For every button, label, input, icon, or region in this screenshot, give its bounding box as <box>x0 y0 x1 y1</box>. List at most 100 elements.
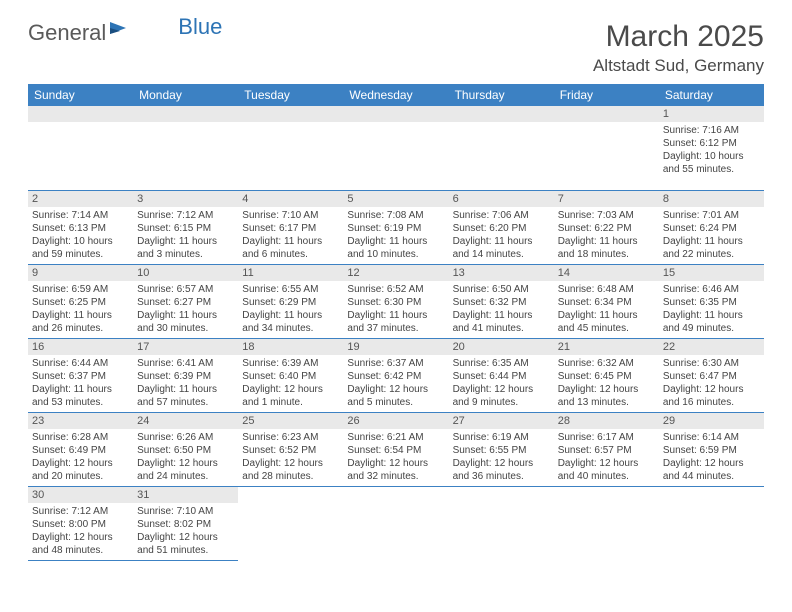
day-content: Sunrise: 6:44 AMSunset: 6:37 PMDaylight:… <box>28 355 133 411</box>
calendar-cell <box>238 486 343 560</box>
calendar-cell: 1Sunrise: 7:16 AMSunset: 6:12 PMDaylight… <box>659 106 764 190</box>
calendar-cell <box>238 106 343 190</box>
day-number: 12 <box>343 265 448 281</box>
day-content: Sunrise: 7:10 AMSunset: 6:17 PMDaylight:… <box>238 207 343 263</box>
calendar-week: 16Sunrise: 6:44 AMSunset: 6:37 PMDayligh… <box>28 338 764 412</box>
daylight-text: Daylight: 11 hours and 34 minutes. <box>242 309 339 335</box>
calendar-cell: 3Sunrise: 7:12 AMSunset: 6:15 PMDaylight… <box>133 190 238 264</box>
sunrise-text: Sunrise: 7:03 AM <box>558 209 655 222</box>
day-content: Sunrise: 6:35 AMSunset: 6:44 PMDaylight:… <box>449 355 554 411</box>
day-header: Thursday <box>449 84 554 106</box>
day-number: 18 <box>238 339 343 355</box>
sunset-text: Sunset: 6:17 PM <box>242 222 339 235</box>
daylight-text: Daylight: 11 hours and 49 minutes. <box>663 309 760 335</box>
title-block: March 2025 Altstadt Sud, Germany <box>593 20 764 76</box>
logo-flag-icon <box>110 20 132 43</box>
day-content: Sunrise: 6:59 AMSunset: 6:25 PMDaylight:… <box>28 281 133 337</box>
sunset-text: Sunset: 6:35 PM <box>663 296 760 309</box>
calendar-cell: 22Sunrise: 6:30 AMSunset: 6:47 PMDayligh… <box>659 338 764 412</box>
day-number: 17 <box>133 339 238 355</box>
calendar-cell: 14Sunrise: 6:48 AMSunset: 6:34 PMDayligh… <box>554 264 659 338</box>
sunset-text: Sunset: 6:54 PM <box>347 444 444 457</box>
month-title: March 2025 <box>593 20 764 54</box>
daylight-text: Daylight: 12 hours and 13 minutes. <box>558 383 655 409</box>
day-header: Saturday <box>659 84 764 106</box>
daylight-text: Daylight: 12 hours and 20 minutes. <box>32 457 129 483</box>
sunrise-text: Sunrise: 7:14 AM <box>32 209 129 222</box>
daylight-text: Daylight: 11 hours and 14 minutes. <box>453 235 550 261</box>
calendar-cell: 13Sunrise: 6:50 AMSunset: 6:32 PMDayligh… <box>449 264 554 338</box>
sunrise-text: Sunrise: 6:35 AM <box>453 357 550 370</box>
sunrise-text: Sunrise: 6:48 AM <box>558 283 655 296</box>
day-number: 6 <box>449 191 554 207</box>
sunrise-text: Sunrise: 6:30 AM <box>663 357 760 370</box>
calendar-cell: 11Sunrise: 6:55 AMSunset: 6:29 PMDayligh… <box>238 264 343 338</box>
sunrise-text: Sunrise: 6:41 AM <box>137 357 234 370</box>
calendar-cell <box>343 106 448 190</box>
day-number: 8 <box>659 191 764 207</box>
daylight-text: Daylight: 12 hours and 28 minutes. <box>242 457 339 483</box>
calendar-cell: 2Sunrise: 7:14 AMSunset: 6:13 PMDaylight… <box>28 190 133 264</box>
sunrise-text: Sunrise: 6:57 AM <box>137 283 234 296</box>
sunset-text: Sunset: 6:32 PM <box>453 296 550 309</box>
day-content: Sunrise: 6:17 AMSunset: 6:57 PMDaylight:… <box>554 429 659 485</box>
day-number: 1 <box>659 106 764 122</box>
calendar-cell <box>554 106 659 190</box>
calendar-week: 1Sunrise: 7:16 AMSunset: 6:12 PMDaylight… <box>28 106 764 190</box>
calendar-cell: 31Sunrise: 7:10 AMSunset: 8:02 PMDayligh… <box>133 486 238 560</box>
sunrise-text: Sunrise: 7:10 AM <box>137 505 234 518</box>
sunrise-text: Sunrise: 7:16 AM <box>663 124 760 137</box>
sunrise-text: Sunrise: 6:50 AM <box>453 283 550 296</box>
day-content: Sunrise: 6:14 AMSunset: 6:59 PMDaylight:… <box>659 429 764 485</box>
day-content: Sunrise: 6:46 AMSunset: 6:35 PMDaylight:… <box>659 281 764 337</box>
sunset-text: Sunset: 6:34 PM <box>558 296 655 309</box>
sunrise-text: Sunrise: 6:19 AM <box>453 431 550 444</box>
sunrise-text: Sunrise: 7:10 AM <box>242 209 339 222</box>
calendar-cell: 21Sunrise: 6:32 AMSunset: 6:45 PMDayligh… <box>554 338 659 412</box>
day-number: 27 <box>449 413 554 429</box>
daylight-text: Daylight: 12 hours and 9 minutes. <box>453 383 550 409</box>
calendar-cell <box>28 106 133 190</box>
calendar-cell: 5Sunrise: 7:08 AMSunset: 6:19 PMDaylight… <box>343 190 448 264</box>
sunset-text: Sunset: 6:44 PM <box>453 370 550 383</box>
daylight-text: Daylight: 11 hours and 30 minutes. <box>137 309 234 335</box>
sunset-text: Sunset: 8:00 PM <box>32 518 129 531</box>
calendar-cell: 7Sunrise: 7:03 AMSunset: 6:22 PMDaylight… <box>554 190 659 264</box>
calendar-cell <box>449 486 554 560</box>
daylight-text: Daylight: 12 hours and 1 minute. <box>242 383 339 409</box>
sunset-text: Sunset: 6:20 PM <box>453 222 550 235</box>
sunrise-text: Sunrise: 6:32 AM <box>558 357 655 370</box>
calendar-cell: 19Sunrise: 6:37 AMSunset: 6:42 PMDayligh… <box>343 338 448 412</box>
calendar-cell: 28Sunrise: 6:17 AMSunset: 6:57 PMDayligh… <box>554 412 659 486</box>
day-number: 9 <box>28 265 133 281</box>
calendar-cell: 26Sunrise: 6:21 AMSunset: 6:54 PMDayligh… <box>343 412 448 486</box>
calendar-cell: 18Sunrise: 6:39 AMSunset: 6:40 PMDayligh… <box>238 338 343 412</box>
day-content: Sunrise: 6:55 AMSunset: 6:29 PMDaylight:… <box>238 281 343 337</box>
daylight-text: Daylight: 10 hours and 59 minutes. <box>32 235 129 261</box>
calendar-cell <box>554 486 659 560</box>
day-content: Sunrise: 7:14 AMSunset: 6:13 PMDaylight:… <box>28 207 133 263</box>
sunrise-text: Sunrise: 6:52 AM <box>347 283 444 296</box>
calendar-cell: 16Sunrise: 6:44 AMSunset: 6:37 PMDayligh… <box>28 338 133 412</box>
day-number: 5 <box>343 191 448 207</box>
logo: General Blue <box>28 20 222 46</box>
sunset-text: Sunset: 6:42 PM <box>347 370 444 383</box>
day-number: 14 <box>554 265 659 281</box>
day-content: Sunrise: 6:39 AMSunset: 6:40 PMDaylight:… <box>238 355 343 411</box>
daylight-text: Daylight: 11 hours and 6 minutes. <box>242 235 339 261</box>
day-number: 22 <box>659 339 764 355</box>
calendar-cell: 20Sunrise: 6:35 AMSunset: 6:44 PMDayligh… <box>449 338 554 412</box>
sunrise-text: Sunrise: 6:44 AM <box>32 357 129 370</box>
day-number: 28 <box>554 413 659 429</box>
day-header: Tuesday <box>238 84 343 106</box>
calendar-week: 9Sunrise: 6:59 AMSunset: 6:25 PMDaylight… <box>28 264 764 338</box>
sunset-text: Sunset: 6:52 PM <box>242 444 339 457</box>
daylight-text: Daylight: 11 hours and 37 minutes. <box>347 309 444 335</box>
calendar-week: 23Sunrise: 6:28 AMSunset: 6:49 PMDayligh… <box>28 412 764 486</box>
day-number: 29 <box>659 413 764 429</box>
day-content: Sunrise: 7:06 AMSunset: 6:20 PMDaylight:… <box>449 207 554 263</box>
day-number: 24 <box>133 413 238 429</box>
day-content: Sunrise: 6:37 AMSunset: 6:42 PMDaylight:… <box>343 355 448 411</box>
sunset-text: Sunset: 8:02 PM <box>137 518 234 531</box>
day-content: Sunrise: 7:08 AMSunset: 6:19 PMDaylight:… <box>343 207 448 263</box>
